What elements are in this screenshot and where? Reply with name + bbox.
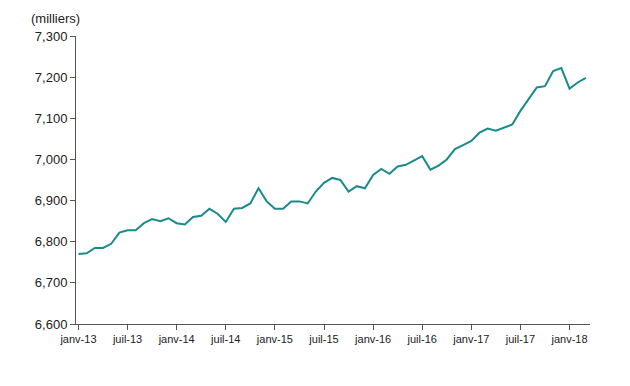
svg-text:7,100: 7,100 bbox=[35, 111, 68, 126]
svg-text:juil-14: juil-14 bbox=[210, 333, 240, 345]
svg-text:6,900: 6,900 bbox=[35, 193, 68, 208]
svg-text:janv-18: janv-18 bbox=[551, 333, 588, 345]
svg-text:juil-15: juil-15 bbox=[308, 333, 338, 345]
svg-text:janv-14: janv-14 bbox=[158, 333, 195, 345]
svg-text:janv-15: janv-15 bbox=[256, 333, 293, 345]
svg-text:6,700: 6,700 bbox=[35, 275, 68, 290]
svg-text:7,300: 7,300 bbox=[35, 29, 68, 44]
svg-text:7,200: 7,200 bbox=[35, 70, 68, 85]
svg-text:janv-17: janv-17 bbox=[452, 333, 489, 345]
svg-text:juil-17: juil-17 bbox=[505, 333, 535, 345]
svg-text:janv-13: janv-13 bbox=[59, 333, 96, 345]
svg-text:6,800: 6,800 bbox=[35, 234, 68, 249]
svg-text:juil-13: juil-13 bbox=[112, 333, 142, 345]
svg-text:(milliers): (milliers) bbox=[31, 11, 80, 26]
svg-text:janv-16: janv-16 bbox=[354, 333, 391, 345]
svg-text:juil-16: juil-16 bbox=[407, 333, 437, 345]
svg-text:6,600: 6,600 bbox=[35, 317, 68, 332]
svg-text:7,000: 7,000 bbox=[35, 152, 68, 167]
